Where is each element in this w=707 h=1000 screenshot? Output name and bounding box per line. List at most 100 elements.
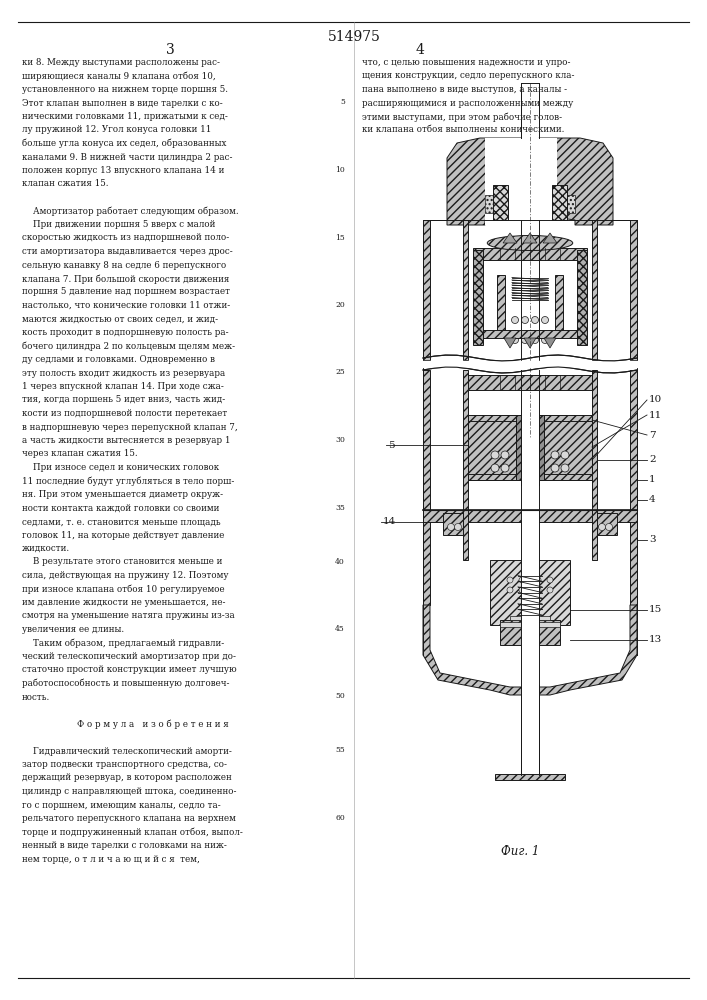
Text: 10: 10	[335, 166, 345, 174]
Text: клапан сжатия 15.: клапан сжатия 15.	[22, 180, 108, 188]
Bar	[497, 275, 505, 330]
Circle shape	[448, 524, 455, 530]
Text: работоспособность и повышенную долговеч-: работоспособность и повышенную долговеч-	[22, 679, 230, 688]
Circle shape	[535, 577, 541, 583]
Text: 15: 15	[335, 233, 345, 241]
Circle shape	[551, 451, 559, 459]
Bar	[597, 513, 617, 535]
Text: При движении поршня 5 вверх с малой: При движении поршня 5 вверх с малой	[22, 220, 216, 229]
Bar	[516, 415, 544, 480]
Polygon shape	[544, 338, 556, 348]
Bar	[521, 410, 539, 485]
Text: 4: 4	[649, 495, 655, 504]
Bar	[468, 375, 592, 390]
Text: что, с целью повышения надежности и упро-: что, с целью повышения надежности и упро…	[362, 58, 571, 67]
Text: 60: 60	[335, 814, 345, 822]
Text: 4: 4	[416, 43, 424, 57]
Bar	[485, 195, 493, 213]
Circle shape	[542, 316, 549, 324]
Text: 25: 25	[335, 368, 345, 376]
Text: настолько, что конические головки 11 отжи-: настолько, что конические головки 11 отж…	[22, 301, 230, 310]
Text: этими выступами, при этом рабочие голов-: этими выступами, при этом рабочие голов-	[362, 112, 562, 121]
Bar	[423, 510, 637, 522]
Text: Этот клапан выполнен в виде тарелки с ко-: Этот клапан выполнен в виде тарелки с ко…	[22, 99, 223, 107]
Circle shape	[491, 451, 499, 459]
Text: пана выполнено в виде выступов, а каналы -: пана выполнено в виде выступов, а каналы…	[362, 85, 567, 94]
Text: кости из подпоршневой полости перетекает: кости из подпоршневой полости перетекает	[22, 409, 227, 418]
Circle shape	[522, 316, 529, 324]
Bar	[567, 195, 575, 213]
Circle shape	[507, 577, 513, 583]
Text: Амортизатор работает следующим образом.: Амортизатор работает следующим образом.	[22, 207, 239, 216]
Text: 40: 40	[335, 558, 345, 566]
Text: расширяющимися и расположенными между: расширяющимися и расположенными между	[362, 99, 573, 107]
Bar	[443, 513, 463, 535]
Text: щения конструкции, седло перепускного кла-: щения конструкции, седло перепускного кл…	[362, 72, 575, 81]
Text: 10: 10	[649, 395, 662, 404]
Text: 45: 45	[335, 625, 345, 633]
Ellipse shape	[487, 235, 573, 250]
Text: больше угла конуса их седел, образованных: больше угла конуса их седел, образованны…	[22, 139, 226, 148]
Circle shape	[532, 316, 539, 324]
Bar	[490, 560, 570, 625]
Circle shape	[501, 451, 509, 459]
Text: 2: 2	[649, 456, 655, 464]
Text: нем торце, о т л и ч а ю щ и й с я  тем,: нем торце, о т л и ч а ю щ и й с я тем,	[22, 854, 200, 863]
Circle shape	[547, 577, 553, 583]
Circle shape	[532, 336, 539, 344]
Text: сила, действующая на пружину 12. Поэтому: сила, действующая на пружину 12. Поэтому	[22, 571, 228, 580]
Text: статочно простой конструкции имеет лучшую: статочно простой конструкции имеет лучшу…	[22, 666, 237, 674]
Text: головок 11, на которые действует давление: головок 11, на которые действует давлени…	[22, 530, 224, 540]
Bar	[521, 220, 539, 360]
Text: го с поршнем, имеющим каналы, седло та-: го с поршнем, имеющим каналы, седло та-	[22, 800, 221, 810]
Bar	[630, 510, 637, 605]
Text: Ф о р м у л а   и з о б р е т е н и я: Ф о р м у л а и з о б р е т е н и я	[77, 720, 229, 729]
Bar	[500, 620, 560, 645]
Polygon shape	[523, 233, 537, 243]
Text: Гидравлический телескопический аморти-: Гидравлический телескопический аморти-	[22, 746, 232, 756]
Text: торце и подпружиненный клапан отбоя, выпол-: торце и подпружиненный клапан отбоя, вып…	[22, 828, 243, 837]
Circle shape	[455, 524, 462, 530]
Text: ность.: ность.	[22, 692, 50, 702]
Text: 15: 15	[649, 605, 662, 614]
Bar	[521, 685, 539, 775]
Text: 50: 50	[335, 692, 345, 700]
Circle shape	[605, 524, 612, 530]
Bar	[510, 616, 550, 620]
Bar	[463, 220, 468, 360]
Text: поршня 5 давление над поршнем возрастает: поршня 5 давление над поршнем возрастает	[22, 288, 230, 296]
Polygon shape	[503, 233, 517, 243]
Bar	[552, 185, 567, 220]
Text: рельчатого перепускного клапана на верхнем: рельчатого перепускного клапана на верхн…	[22, 814, 236, 823]
Bar	[485, 138, 557, 225]
Text: цилиндр с направляющей штока, соединенно-: цилиндр с направляющей штока, соединенно…	[22, 787, 237, 796]
Text: при износе клапана отбоя 10 регулируемое: при износе клапана отбоя 10 регулируемое	[22, 584, 225, 594]
Bar	[630, 220, 637, 360]
Circle shape	[501, 464, 509, 472]
Bar	[463, 510, 468, 560]
Bar	[521, 510, 539, 687]
Text: жидкости.: жидкости.	[22, 544, 70, 553]
Circle shape	[542, 336, 549, 344]
Polygon shape	[504, 338, 516, 348]
Text: При износе седел и конических головок: При износе седел и конических головок	[22, 463, 219, 472]
Bar	[473, 250, 483, 345]
Text: ки 8. Между выступами расположены рас-: ки 8. Между выступами расположены рас-	[22, 58, 220, 67]
Text: клапана 7. При большой скорости движения: клапана 7. При большой скорости движения	[22, 274, 229, 284]
Bar	[521, 370, 539, 510]
Text: смотря на уменьшение натяга пружины из-за: смотря на уменьшение натяга пружины из-з…	[22, 611, 235, 620]
Text: 13: 13	[649, 636, 662, 645]
Text: установленного на нижнем торце поршня 5.: установленного на нижнем торце поршня 5.	[22, 85, 228, 94]
Bar	[423, 220, 430, 360]
Text: через клапан сжатия 15.: через клапан сжатия 15.	[22, 450, 138, 458]
Bar	[483, 330, 577, 338]
Text: ня. При этом уменьшается диаметр окруж-: ня. При этом уменьшается диаметр окруж-	[22, 490, 223, 499]
Text: лу пружиной 12. Угол конуса головки 11: лу пружиной 12. Угол конуса головки 11	[22, 125, 211, 134]
Text: 1 через впускной клапан 14. При ходе сжа-: 1 через впускной клапан 14. При ходе сжа…	[22, 382, 224, 391]
Bar	[592, 370, 597, 510]
Polygon shape	[423, 605, 637, 695]
Text: сти амортизатора выдавливается через дрос-: сти амортизатора выдавливается через дро…	[22, 247, 233, 256]
Bar	[500, 622, 560, 627]
Text: 35: 35	[335, 504, 345, 512]
Circle shape	[511, 336, 518, 344]
